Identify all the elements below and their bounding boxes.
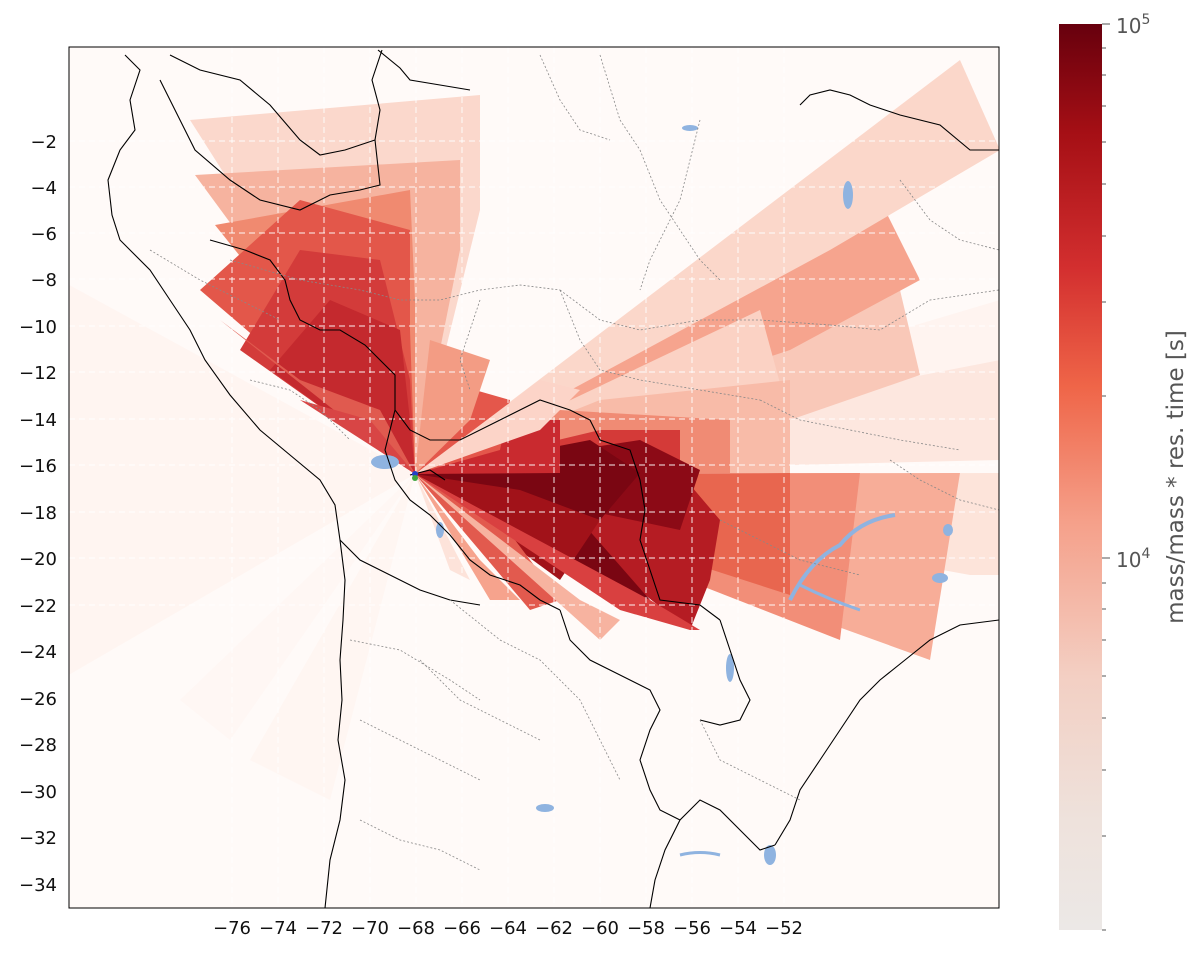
lakes (371, 125, 953, 865)
x-tick-label: −64 (489, 918, 527, 939)
colorbar-tick-max: 105 (1116, 12, 1150, 38)
y-tick-label: −32 (19, 828, 57, 849)
y-tick-label: −2 (30, 132, 57, 153)
y-axis-ticks: −2 −4 −6 −8 −10 −12 −14 −16 −18 −20 −22 … (19, 132, 57, 896)
y-tick-label: −20 (19, 549, 57, 570)
y-tick-label: −14 (19, 410, 57, 431)
y-tick-label: −34 (19, 875, 57, 896)
y-tick-label: −16 (19, 456, 57, 477)
x-tick-label: −68 (397, 918, 435, 939)
colorbar: 105 104 mass/mass * res. time [s] (1059, 12, 1189, 931)
x-tick-label: −56 (673, 918, 711, 939)
x-tick-label: −74 (259, 918, 297, 939)
source-markers (412, 471, 418, 481)
x-tick-label: −76 (213, 918, 251, 939)
y-tick-label: −12 (19, 363, 57, 384)
x-tick-label: −62 (535, 918, 573, 939)
y-tick-label: −18 (19, 503, 57, 524)
colorbar-tick-mid: 104 (1116, 546, 1150, 572)
y-tick-label: −22 (19, 596, 57, 617)
residence-northwest-sector (190, 95, 480, 474)
source-marker-green (412, 475, 418, 481)
x-tick-label: −60 (581, 918, 619, 939)
x-tick-label: −72 (305, 918, 343, 939)
x-tick-label: −54 (719, 918, 757, 939)
x-tick-label: −58 (627, 918, 665, 939)
x-axis-ticks: −76 −74 −72 −70 −68 −66 −64 −62 −60 −58 … (213, 918, 803, 939)
map-frame (68, 46, 1000, 909)
y-tick-label: −26 (19, 689, 57, 710)
y-tick-label: −10 (19, 317, 57, 338)
lat-lon-grid (69, 47, 999, 908)
colorbar-minor-ticks (1102, 23, 1110, 931)
colorbar-label: mass/mass * res. time [s] (1163, 330, 1189, 624)
colorbar-gradient (1059, 24, 1102, 930)
x-tick-label: −52 (765, 918, 803, 939)
y-tick-label: −28 (19, 735, 57, 756)
admin-borders (149, 54, 999, 871)
x-tick-label: −70 (351, 918, 389, 939)
x-tick-label: −66 (443, 918, 481, 939)
y-tick-label: −6 (30, 224, 57, 245)
y-tick-label: −4 (30, 178, 57, 199)
y-tick-label: −30 (19, 782, 57, 803)
y-tick-label: −24 (19, 642, 57, 663)
residence-east-sector (415, 60, 999, 660)
map-panel (69, 47, 999, 908)
coastline-and-borders (107, 49, 999, 908)
y-tick-label: −8 (30, 270, 57, 291)
